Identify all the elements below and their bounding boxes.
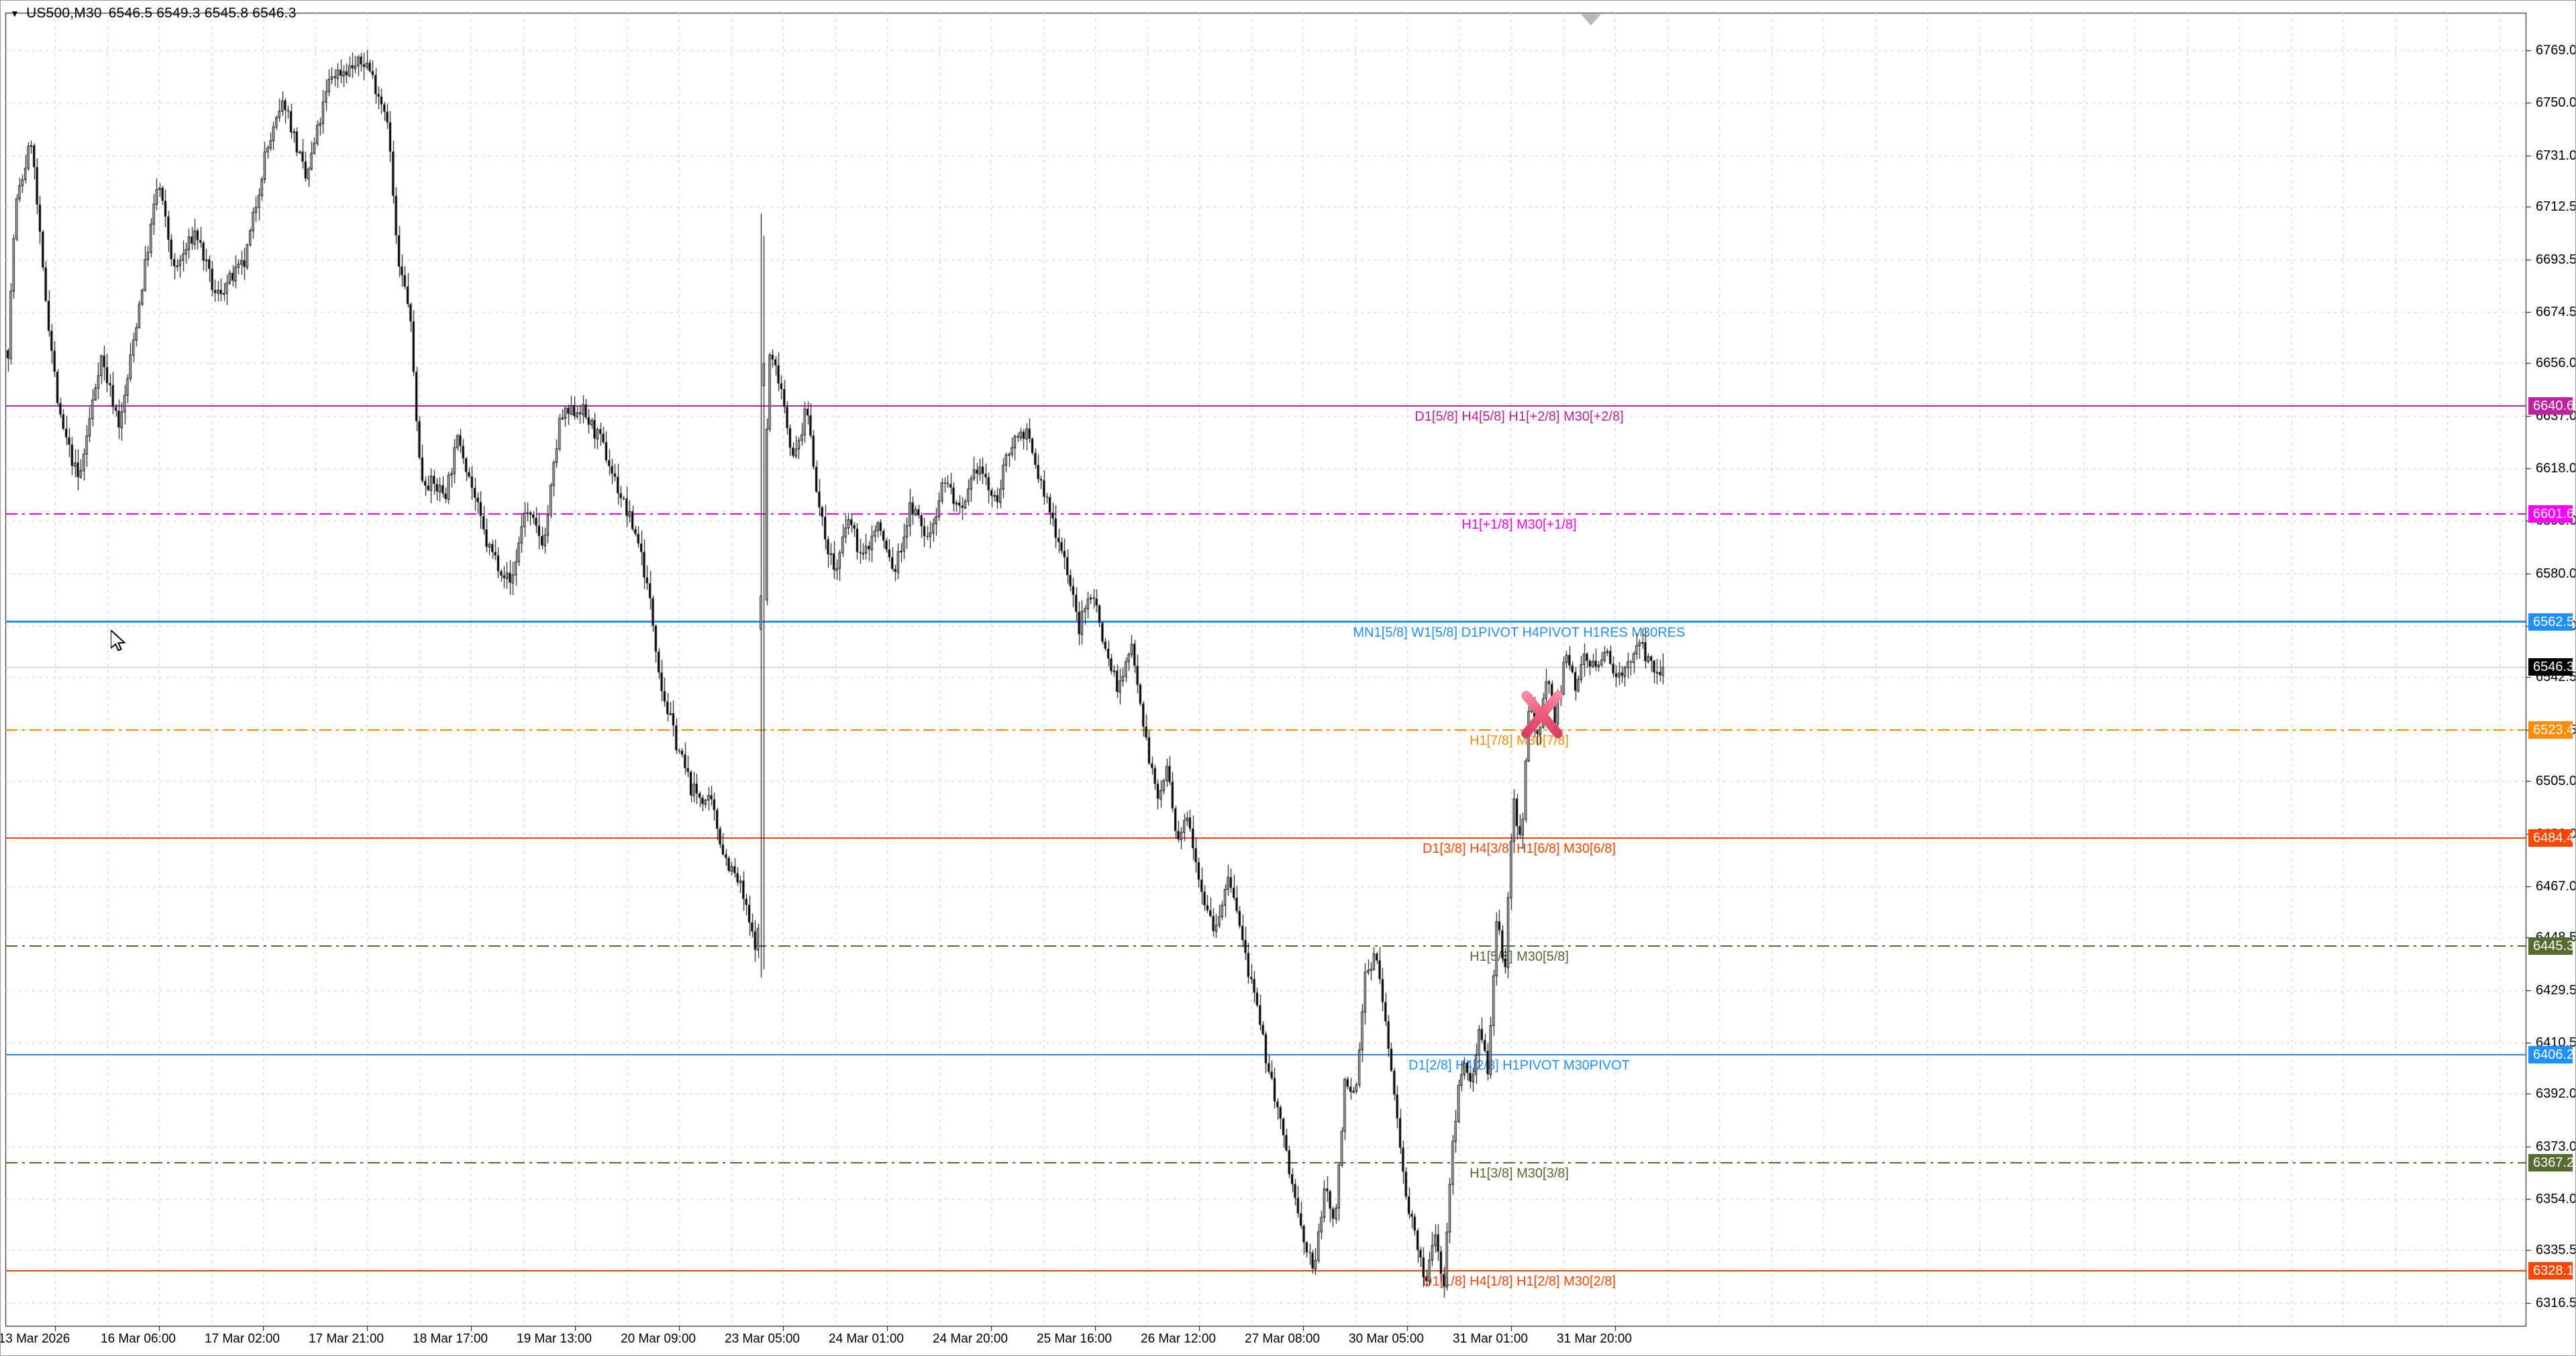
pivot-price-badge-6445.3: 6445.3 xyxy=(2528,937,2574,955)
pivot-price-badge-6406.2: 6406.2 xyxy=(2528,1045,2574,1063)
price-axis-tick-label[interactable]: 6769.0 xyxy=(2536,43,2576,58)
pivot-price-badge-6562.5: 6562.5 xyxy=(2528,613,2574,631)
time-axis-tick-label[interactable]: 31 Mar 01:00 xyxy=(1453,1332,1528,1346)
price-axis-tick-label[interactable]: 6712.5 xyxy=(2536,199,2576,215)
price-axis-tick-label[interactable]: 6750.0 xyxy=(2536,95,2576,111)
price-axis-tick-label[interactable]: 6392.0 xyxy=(2536,1086,2576,1102)
time-axis-tick-label[interactable]: 16 Mar 06:00 xyxy=(101,1332,176,1346)
price-axis-tick-label[interactable]: 6618.0 xyxy=(2536,461,2576,476)
price-axis-tick-label[interactable]: 6731.0 xyxy=(2536,148,2576,163)
price-axis-tick-label[interactable]: 6674.5 xyxy=(2536,304,2576,319)
price-axis-tick-label[interactable]: 6335.5 xyxy=(2536,1243,2576,1258)
pivot-price-badge-6328.1: 6328.1 xyxy=(2528,1261,2574,1280)
current-price-badge: 6546.3 xyxy=(2528,658,2574,676)
pivot-price-badge-6523.4: 6523.4 xyxy=(2528,721,2574,739)
symbol-period-label: US500,M30 xyxy=(26,5,102,21)
price-axis-tick-label[interactable]: 6580.0 xyxy=(2536,566,2576,581)
time-axis-tick-label[interactable]: 26 Mar 12:00 xyxy=(1141,1332,1216,1346)
time-axis-tick-label[interactable]: 18 Mar 17:00 xyxy=(413,1332,488,1346)
time-axis-tick-label[interactable]: 30 Mar 05:00 xyxy=(1349,1332,1424,1346)
price-axis-tick-label[interactable]: 6316.5 xyxy=(2536,1295,2576,1310)
mouse-cursor-icon xyxy=(110,628,128,655)
pivot-price-badge-6367.2: 6367.2 xyxy=(2528,1153,2574,1171)
time-axis-tick-label[interactable]: 13 Mar 2026 xyxy=(0,1332,70,1346)
price-axis-tick-label[interactable]: 6505.0 xyxy=(2536,774,2576,789)
time-axis-tick-label[interactable]: 31 Mar 20:00 xyxy=(1557,1332,1632,1346)
time-axis-tick-label[interactable]: 19 Mar 13:00 xyxy=(517,1332,592,1346)
time-axis-tick-label[interactable]: 24 Mar 20:00 xyxy=(933,1332,1008,1346)
time-axis-tick-label[interactable]: 24 Mar 01:00 xyxy=(829,1332,904,1346)
time-axis-tick-label[interactable]: 20 Mar 09:00 xyxy=(621,1332,696,1346)
price-axis-tick-label[interactable]: 6656.0 xyxy=(2536,356,2576,371)
pivot-price-badge-6484.4: 6484.4 xyxy=(2528,829,2574,847)
price-axis-tick-label[interactable]: 6429.5 xyxy=(2536,982,2576,998)
ohlc-quote-values: 6546.5 6549.3 6545.8 6546.3 xyxy=(108,5,297,21)
price-axis-tick-label[interactable]: 6467.0 xyxy=(2536,878,2576,894)
time-axis-tick-label[interactable]: 27 Mar 08:00 xyxy=(1245,1332,1320,1346)
sell-signal-x-marker xyxy=(1519,688,1565,740)
symbol-dropdown-icon[interactable]: ▼ xyxy=(10,7,20,19)
time-axis-tick-label[interactable]: 25 Mar 16:00 xyxy=(1037,1332,1112,1346)
pivot-price-badge-6601.6: 6601.6 xyxy=(2528,505,2574,523)
price-axis-tick-label[interactable]: 6693.5 xyxy=(2536,252,2576,267)
price-axis-tick-label[interactable]: 6373.0 xyxy=(2536,1139,2576,1154)
pivot-price-badge-6640.6: 6640.6 xyxy=(2528,397,2574,415)
chart-shift-marker-icon[interactable] xyxy=(1581,14,1601,25)
price-axis-tick-label[interactable]: 6354.0 xyxy=(2536,1192,2576,1207)
time-axis-tick-label[interactable]: 17 Mar 02:00 xyxy=(205,1332,280,1346)
time-axis-tick-label[interactable]: 23 Mar 05:00 xyxy=(725,1332,800,1346)
time-axis-tick-label[interactable]: 17 Mar 21:00 xyxy=(309,1332,384,1346)
chart-header: ▼ US500,M30 6546.5 6549.3 6545.8 6546.3 xyxy=(10,5,297,21)
